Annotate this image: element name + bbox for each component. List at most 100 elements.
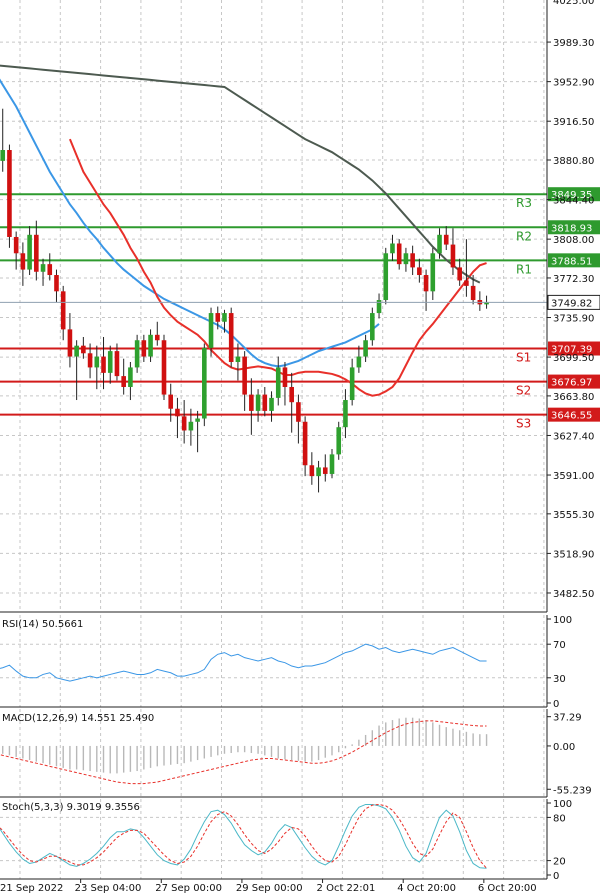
candle-body <box>81 345 86 354</box>
candle-body <box>262 394 268 411</box>
candle-body <box>370 313 375 341</box>
candle-body <box>215 313 221 322</box>
price-tick-label: 3989.30 <box>553 38 594 49</box>
current-price-tag <box>547 294 600 310</box>
level-tag-s2: S2 <box>516 384 531 398</box>
price-tick-label: 3916.50 <box>553 117 594 128</box>
level-tag-r2: R2 <box>516 229 532 243</box>
time-tick-label: 6 Oct 20:00 <box>478 883 537 894</box>
candle-body <box>423 275 429 292</box>
candle-body <box>383 253 389 301</box>
candle-body <box>188 421 194 431</box>
level-price-label-r1: 3788.51 <box>551 256 592 267</box>
candle-body <box>34 234 39 272</box>
level-tag-s3: S3 <box>516 417 531 431</box>
stoch-panel: Stoch(5,3,3) 9.3019 9.3556 100 80 20 0 <box>0 799 572 882</box>
candle-body <box>322 467 328 474</box>
candle-body <box>175 408 180 417</box>
candle-body <box>101 356 106 373</box>
candle-body <box>168 394 174 409</box>
rsi-tick-label: 70 <box>553 640 566 651</box>
price-tick-label: 3808.00 <box>553 235 594 246</box>
candle-body <box>47 264 53 276</box>
candle-body <box>27 234 32 270</box>
candle-body <box>390 243 395 254</box>
candle-body <box>222 313 227 322</box>
rsi-tick-label: 0 <box>553 699 559 710</box>
candle-body <box>269 397 274 411</box>
candle-body <box>94 356 100 368</box>
macd-tick-label: 0.00 <box>553 742 575 753</box>
macd-title: MACD(12,26,9) 14.551 25.490 <box>2 713 154 724</box>
level-tag-r1: R1 <box>516 262 532 276</box>
candle-body <box>356 356 362 368</box>
candle-body <box>296 402 301 422</box>
level-price-tag-r2 <box>548 220 600 235</box>
candle-body <box>282 367 288 387</box>
candle-body <box>141 340 147 357</box>
stoch-signal-line <box>0 803 487 869</box>
level-price-label-r3: 3849.35 <box>551 190 592 201</box>
candle-body <box>13 236 19 254</box>
candle-body <box>417 267 422 276</box>
pivot-levels: 3849.35 R3 3818.93 R2 3788.51 R1 3707.39 S1 3676… <box>0 187 600 431</box>
candle-body <box>20 253 26 270</box>
macd-panel: MACD(12,26,9) 14.551 25.490 37.29 0.00 -55… <box>0 713 592 796</box>
level-price-label-r2: 3818.93 <box>551 223 592 234</box>
candle-body <box>54 275 59 292</box>
stoch-tick-label: 0 <box>553 871 559 882</box>
candle-body <box>40 264 46 272</box>
candle-body <box>309 465 315 477</box>
level-price-tag-s1 <box>548 341 600 356</box>
level-price-label-s1: 3707.39 <box>551 345 592 356</box>
candle-body <box>202 347 207 419</box>
candle-body <box>410 253 415 268</box>
candle-body <box>430 253 436 292</box>
candle-body <box>363 340 368 357</box>
candle-body <box>114 351 120 377</box>
candle-body <box>134 340 140 368</box>
stoch-tick-label: 100 <box>553 799 572 810</box>
candle-body <box>208 313 214 348</box>
candle-body <box>228 313 234 362</box>
candle-body <box>60 291 66 330</box>
candle-body <box>464 280 469 286</box>
time-tick-label: 4 Oct 20:00 <box>397 883 456 894</box>
price-tick-label: 3482.50 <box>553 589 594 600</box>
price-tick-label: 3844.40 <box>553 196 594 207</box>
macd-tick-label: -55.239 <box>553 785 592 796</box>
candle-body <box>329 454 335 474</box>
stoch-tick-label: 80 <box>553 813 566 824</box>
rsi-tick-label: 30 <box>553 674 566 685</box>
candle-body <box>316 467 321 477</box>
stoch-title: Stoch(5,3,3) 9.3019 9.3556 <box>2 802 140 813</box>
candlesticks <box>0 108 489 493</box>
candle-body <box>121 376 126 387</box>
candle-body <box>154 334 160 341</box>
level-price-tag-r3 <box>548 187 600 202</box>
level-price-tag-s2 <box>548 374 600 389</box>
level-price-tag-s3 <box>548 407 600 422</box>
level-price-label-s3: 3646.55 <box>551 411 592 422</box>
price-tick-label: 3699.50 <box>553 353 594 364</box>
candle-body <box>7 150 12 237</box>
candle-body <box>67 329 73 357</box>
level-price-label-s2: 3676.97 <box>551 378 592 389</box>
candle-body <box>235 356 241 362</box>
candle-body <box>74 345 79 357</box>
candle-body <box>470 285 476 301</box>
current-price-label: 3749.82 <box>551 298 592 309</box>
price-tick-label: 3772.30 <box>553 274 594 285</box>
price-tick-label: 3627.40 <box>553 431 594 442</box>
candle-body <box>443 234 449 245</box>
candle-body <box>255 394 261 411</box>
candle-body <box>249 394 254 411</box>
price-tick-label-top: 4025.00 <box>553 0 594 7</box>
candle-body <box>302 421 308 466</box>
rsi-title: RSI(14) 50.5661 <box>2 619 83 630</box>
ma-mid-line <box>0 78 380 368</box>
candle-body <box>396 243 402 265</box>
price-tick-label: 3663.80 <box>553 392 594 403</box>
